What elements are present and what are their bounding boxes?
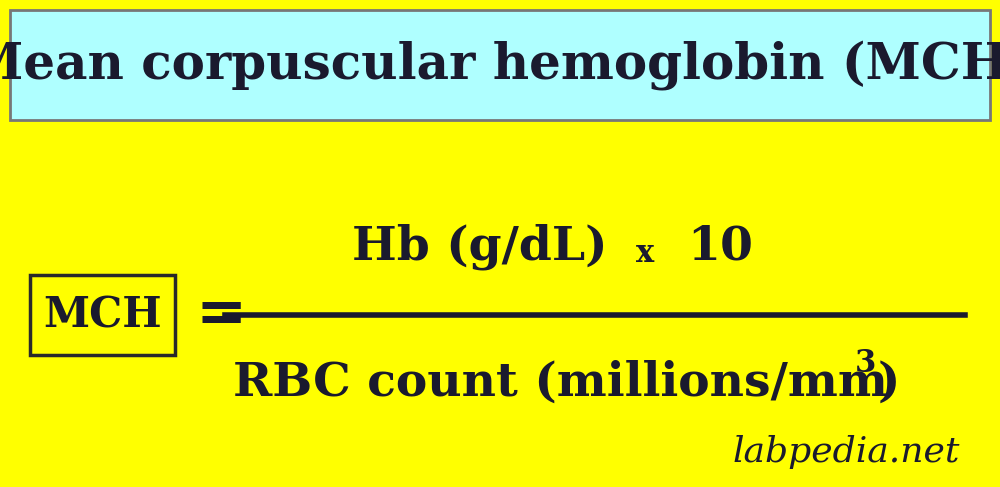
Text: labpedia.net: labpedia.net — [733, 435, 960, 469]
Text: Mean corpuscular hemoglobin (MCH): Mean corpuscular hemoglobin (MCH) — [0, 40, 1000, 90]
Text: ): ) — [878, 360, 900, 406]
Text: 10: 10 — [687, 224, 753, 270]
Bar — [30, 275, 175, 355]
Text: =: = — [195, 285, 246, 345]
Text: MCH: MCH — [43, 294, 162, 336]
Bar — [10, 10, 990, 120]
Text: Hb (g/dL): Hb (g/dL) — [352, 224, 608, 270]
Text: 3: 3 — [855, 348, 876, 378]
Text: RBC count (millions/mm: RBC count (millions/mm — [233, 360, 887, 406]
Text: x: x — [636, 238, 654, 268]
